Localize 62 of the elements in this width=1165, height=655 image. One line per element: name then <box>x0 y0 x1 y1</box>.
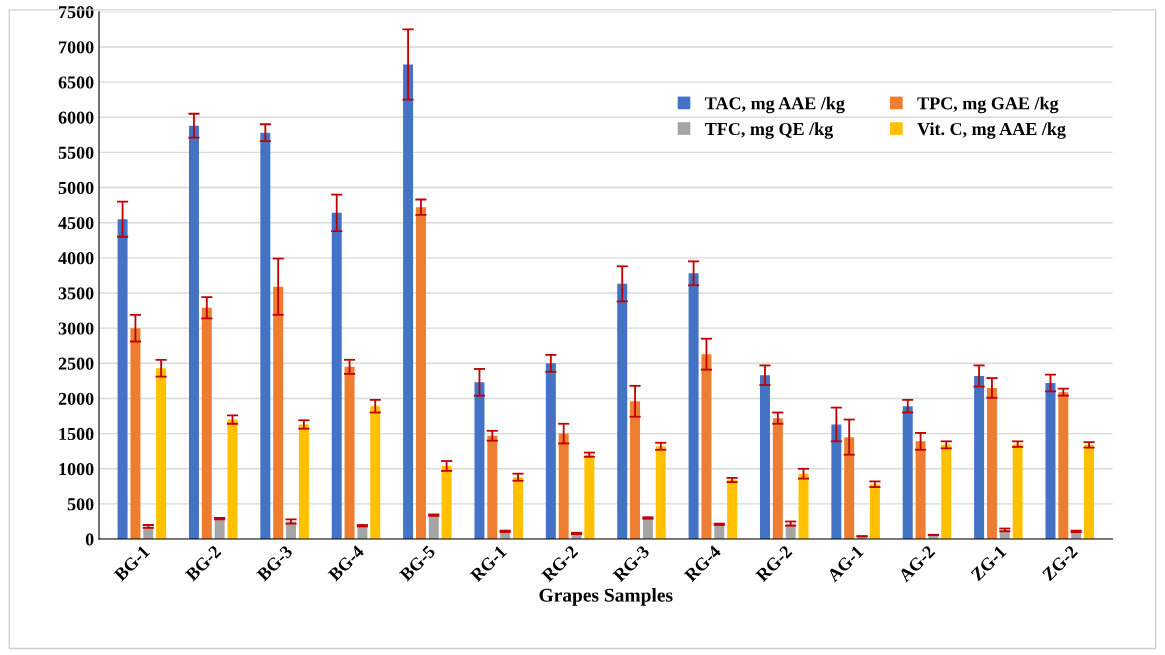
bar <box>701 354 712 540</box>
bar <box>487 435 498 540</box>
bar <box>915 441 926 540</box>
bar <box>201 307 212 540</box>
bar <box>344 366 355 540</box>
y-tick-label: 2000 <box>58 392 94 405</box>
y-tick-label: 7000 <box>59 41 94 54</box>
bar <box>630 401 641 540</box>
bar <box>941 444 952 540</box>
y-tick-label: 5000 <box>58 181 94 194</box>
y-tick-label: 7500 <box>59 6 94 19</box>
bar <box>558 433 569 540</box>
x-axis-title: Grapes Samples <box>539 588 673 606</box>
y-tick-label: 500 <box>67 498 94 511</box>
bar <box>617 283 628 540</box>
y-tick-label: 3000 <box>58 322 94 335</box>
y-tick-label: 4500 <box>58 216 94 230</box>
y-tick-label: 1500 <box>59 427 94 441</box>
legend-label: TPC, mg GAE /kg <box>917 96 1059 114</box>
bar <box>831 424 842 540</box>
bar <box>415 207 426 540</box>
bar <box>902 406 913 540</box>
bar <box>688 273 699 540</box>
y-tick-label: 6500 <box>58 76 94 89</box>
bar <box>474 382 485 540</box>
bar <box>370 406 381 540</box>
bar <box>584 454 595 540</box>
bar <box>759 375 770 540</box>
y-tick-label: 1000 <box>59 463 94 476</box>
bar <box>298 424 309 540</box>
bar <box>117 219 128 540</box>
bar <box>798 473 809 540</box>
bar <box>1058 392 1069 540</box>
bar <box>130 328 141 540</box>
y-tick-label: 6000 <box>58 111 94 124</box>
y-tick-label: 4000 <box>58 252 94 265</box>
y-tick-label: 3500 <box>58 287 94 300</box>
bar <box>727 480 738 540</box>
bar <box>869 484 880 540</box>
bar <box>156 368 167 540</box>
bar <box>1084 444 1095 540</box>
legend-label: TAC, mg AAE /kg <box>705 96 845 114</box>
bar <box>1045 382 1056 540</box>
bar <box>513 477 523 540</box>
bar <box>260 132 271 540</box>
legend-label: Vit. C, mg AAE /kg <box>917 122 1066 139</box>
bar <box>545 363 556 540</box>
bar <box>188 125 199 540</box>
bar <box>844 437 855 540</box>
bar <box>974 375 985 540</box>
legend-label: TFC, mg QE /kg <box>705 122 834 139</box>
bar <box>403 64 414 540</box>
bar <box>772 418 783 540</box>
bar <box>655 446 666 540</box>
bar <box>986 387 997 540</box>
bar <box>331 212 342 540</box>
bar <box>441 465 452 540</box>
y-tick-label: 2500 <box>58 357 94 370</box>
y-tick-label: 0 <box>85 533 94 546</box>
bar <box>1012 444 1023 540</box>
bar <box>273 286 284 540</box>
y-tick-label: 5500 <box>58 146 94 159</box>
